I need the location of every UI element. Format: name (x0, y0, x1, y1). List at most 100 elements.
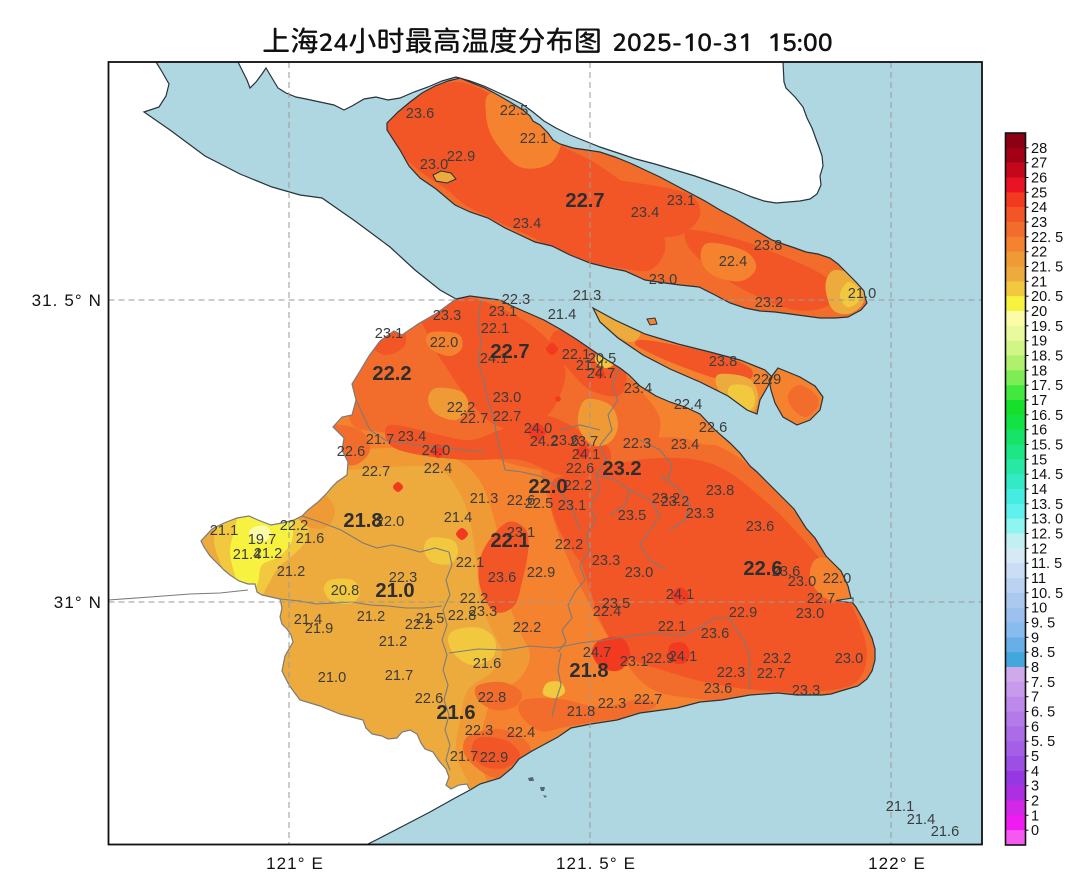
svg-text:21.2: 21.2 (277, 564, 305, 580)
svg-text:22.6: 22.6 (699, 420, 727, 436)
svg-text:22.1: 22.1 (520, 131, 548, 147)
svg-text:22.7: 22.7 (807, 591, 835, 607)
svg-text:13. 0: 13. 0 (1031, 512, 1063, 528)
svg-text:23.0: 23.0 (796, 606, 824, 622)
svg-text:23.0: 23.0 (493, 390, 521, 406)
svg-text:23.3: 23.3 (792, 683, 820, 699)
svg-text:21.3: 21.3 (470, 491, 498, 507)
svg-text:20.8: 20.8 (331, 583, 359, 599)
svg-text:22.2: 22.2 (280, 518, 308, 534)
svg-text:8. 5: 8. 5 (1031, 645, 1055, 661)
svg-text:23.7: 23.7 (570, 434, 598, 450)
svg-text:17: 17 (1031, 393, 1047, 409)
svg-text:23.1: 23.1 (489, 304, 517, 320)
svg-text:14. 5: 14. 5 (1031, 467, 1063, 483)
svg-text:19.7: 19.7 (248, 532, 276, 548)
svg-text:23.2: 23.2 (755, 295, 783, 311)
svg-text:21.3: 21.3 (573, 288, 601, 304)
svg-text:7. 5: 7. 5 (1031, 675, 1055, 691)
svg-text:21: 21 (1031, 274, 1047, 290)
svg-text:23.1: 23.1 (558, 498, 586, 514)
svg-text:31° N: 31° N (54, 593, 102, 612)
svg-text:23.3: 23.3 (469, 604, 497, 620)
svg-text:21.2: 21.2 (357, 609, 385, 625)
svg-text:27: 27 (1031, 156, 1047, 172)
svg-text:20.5: 20.5 (588, 351, 616, 367)
svg-text:22.0: 22.0 (823, 571, 851, 587)
svg-text:22.3: 22.3 (623, 436, 651, 452)
svg-text:23.1: 23.1 (620, 654, 648, 670)
svg-text:22.6: 22.6 (415, 691, 443, 707)
svg-text:22.9: 22.9 (447, 149, 475, 165)
svg-text:2: 2 (1031, 794, 1039, 810)
svg-text:24.0: 24.0 (422, 443, 450, 459)
svg-text:22.1: 22.1 (481, 321, 509, 337)
svg-text:26: 26 (1031, 171, 1047, 187)
svg-text:22.7: 22.7 (634, 692, 662, 708)
svg-text:28: 28 (1031, 141, 1047, 157)
svg-text:23.6: 23.6 (701, 626, 729, 642)
svg-text:23.4: 23.4 (671, 437, 699, 453)
svg-text:23: 23 (1031, 215, 1047, 231)
svg-text:121° E: 121° E (266, 854, 324, 873)
svg-text:21.6: 21.6 (473, 656, 501, 672)
svg-text:22.3: 22.3 (502, 292, 530, 308)
svg-text:22.6: 22.6 (743, 558, 782, 580)
svg-text:23.1: 23.1 (667, 193, 695, 209)
svg-text:13. 5: 13. 5 (1031, 497, 1063, 513)
svg-text:22.7: 22.7 (565, 190, 604, 212)
svg-text:23.2: 23.2 (652, 491, 680, 507)
svg-text:12: 12 (1031, 541, 1047, 557)
svg-text:12. 5: 12. 5 (1031, 527, 1063, 543)
svg-text:8: 8 (1031, 660, 1039, 676)
svg-text:23.6: 23.6 (406, 106, 434, 122)
svg-text:23.3: 23.3 (433, 308, 461, 324)
svg-text:23.2: 23.2 (661, 494, 689, 510)
svg-text:23.4: 23.4 (513, 216, 541, 232)
svg-text:121. 5° E: 121. 5° E (556, 854, 636, 873)
svg-text:17. 5: 17. 5 (1031, 378, 1063, 394)
svg-text:23.0: 23.0 (625, 565, 653, 581)
svg-text:21.1: 21.1 (886, 799, 914, 815)
svg-text:24.0: 24.0 (524, 421, 552, 437)
svg-text:21.7: 21.7 (366, 432, 394, 448)
svg-text:21.7: 21.7 (385, 668, 413, 684)
svg-text:18. 5: 18. 5 (1031, 349, 1063, 365)
svg-text:11: 11 (1031, 571, 1046, 587)
svg-text:24: 24 (1031, 200, 1047, 216)
svg-text:7: 7 (1031, 690, 1039, 706)
svg-text:22.3: 22.3 (598, 696, 626, 712)
svg-text:1: 1 (1031, 808, 1039, 824)
svg-text:21.2: 21.2 (254, 546, 282, 562)
svg-text:23.0: 23.0 (835, 651, 863, 667)
svg-text:22.4: 22.4 (719, 254, 747, 270)
svg-text:10: 10 (1031, 601, 1047, 617)
svg-text:22.6: 22.6 (566, 461, 594, 477)
svg-text:5. 5: 5. 5 (1031, 734, 1055, 750)
svg-text:20. 5: 20. 5 (1031, 289, 1063, 305)
svg-text:22.9: 22.9 (646, 651, 674, 667)
svg-text:23.5: 23.5 (618, 508, 646, 524)
svg-text:22.8: 22.8 (478, 690, 506, 706)
svg-text:22.3: 22.3 (389, 570, 417, 586)
svg-text:21.4: 21.4 (548, 307, 576, 323)
svg-text:21.0: 21.0 (318, 670, 346, 686)
svg-text:21.1: 21.1 (210, 523, 238, 539)
svg-text:22.3: 22.3 (465, 723, 493, 739)
svg-text:21.4: 21.4 (444, 510, 472, 526)
svg-text:122° E: 122° E (868, 854, 926, 873)
svg-text:9: 9 (1031, 630, 1039, 646)
svg-text:23.4: 23.4 (398, 429, 426, 445)
svg-text:23.8: 23.8 (709, 354, 737, 370)
svg-text:22.1: 22.1 (456, 555, 484, 571)
svg-text:21.5: 21.5 (416, 611, 444, 627)
svg-text:22.7: 22.7 (757, 666, 785, 682)
svg-text:23.5: 23.5 (602, 596, 630, 612)
svg-text:23.6: 23.6 (551, 433, 579, 449)
svg-text:24.1: 24.1 (480, 351, 508, 367)
svg-text:21.6: 21.6 (931, 824, 959, 840)
svg-text:24.1: 24.1 (572, 447, 600, 463)
svg-text:23.8: 23.8 (706, 483, 734, 499)
svg-text:22.2: 22.2 (555, 537, 583, 553)
svg-text:23.6: 23.6 (746, 519, 774, 535)
